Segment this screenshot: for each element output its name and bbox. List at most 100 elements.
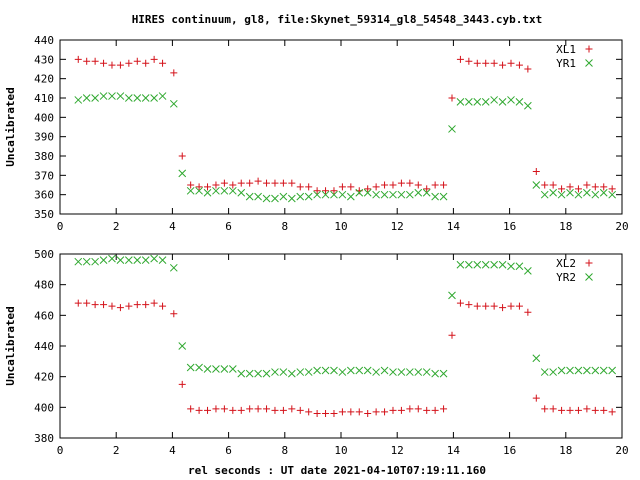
data-point bbox=[515, 61, 523, 69]
data-point bbox=[237, 179, 245, 187]
x-tick-label: 12 bbox=[391, 444, 404, 457]
x-tick-label: 18 bbox=[559, 444, 572, 457]
x-tick-label: 0 bbox=[57, 444, 64, 457]
data-point bbox=[158, 256, 167, 264]
data-point bbox=[549, 405, 557, 413]
data-point bbox=[431, 406, 439, 414]
data-point bbox=[82, 257, 91, 266]
data-point bbox=[271, 406, 279, 414]
y-tick-label: 380 bbox=[34, 150, 54, 163]
x-tick-label: 6 bbox=[225, 220, 232, 233]
data-point bbox=[557, 190, 566, 199]
data-point bbox=[91, 57, 99, 65]
data-point bbox=[591, 190, 600, 199]
legend-marker bbox=[585, 59, 593, 67]
data-point bbox=[549, 368, 558, 376]
data-point bbox=[279, 179, 287, 187]
data-point bbox=[389, 368, 397, 376]
y-tick-label: 460 bbox=[34, 309, 54, 322]
data-point bbox=[169, 263, 178, 272]
data-point bbox=[237, 369, 246, 378]
data-point bbox=[456, 55, 464, 63]
data-point bbox=[532, 394, 540, 402]
data-point bbox=[246, 405, 254, 413]
data-point bbox=[212, 365, 220, 373]
data-point bbox=[591, 366, 600, 375]
data-point bbox=[305, 183, 313, 191]
data-point bbox=[414, 188, 423, 197]
data-point bbox=[490, 96, 498, 104]
data-point bbox=[338, 368, 347, 376]
data-point bbox=[133, 94, 142, 102]
data-point bbox=[574, 185, 582, 193]
y-axis-label: Uncalibrated bbox=[4, 306, 17, 385]
data-point bbox=[558, 406, 566, 414]
data-point bbox=[141, 256, 150, 264]
legend-marker bbox=[585, 259, 593, 267]
data-point bbox=[150, 55, 158, 63]
data-point bbox=[108, 92, 116, 100]
data-point bbox=[220, 405, 228, 413]
data-point bbox=[448, 94, 456, 102]
x-tick-label: 6 bbox=[225, 444, 232, 457]
data-point bbox=[397, 368, 406, 376]
data-point bbox=[220, 179, 228, 187]
data-point bbox=[541, 181, 549, 189]
data-point bbox=[287, 369, 296, 378]
data-point bbox=[169, 99, 178, 108]
plot-frame bbox=[59, 253, 623, 439]
data-point bbox=[599, 188, 608, 197]
data-point bbox=[524, 308, 532, 316]
data-point bbox=[229, 181, 237, 189]
data-point bbox=[178, 169, 187, 178]
data-point bbox=[142, 301, 150, 309]
data-point bbox=[608, 366, 617, 375]
x-tick-label: 20 bbox=[615, 220, 628, 233]
data-point bbox=[439, 192, 448, 201]
data-point bbox=[150, 94, 158, 102]
data-point bbox=[439, 369, 448, 378]
data-point bbox=[245, 369, 254, 378]
x-tick-label: 12 bbox=[391, 220, 404, 233]
data-point bbox=[108, 302, 116, 310]
data-point bbox=[347, 183, 355, 191]
data-point bbox=[91, 257, 99, 266]
data-point bbox=[574, 190, 583, 199]
y-axis: 380 400 420 440 460 480 500 bbox=[34, 248, 622, 445]
data-point bbox=[271, 194, 279, 203]
data-point bbox=[380, 366, 389, 375]
x-tick-label: 10 bbox=[334, 444, 347, 457]
data-point bbox=[229, 406, 237, 414]
data-point bbox=[305, 408, 313, 416]
data-point bbox=[481, 260, 490, 269]
series-XL1 bbox=[74, 55, 616, 195]
data-point bbox=[346, 366, 355, 375]
legend-entry: XL2 bbox=[556, 257, 593, 270]
data-point bbox=[372, 190, 380, 199]
data-point bbox=[321, 366, 330, 375]
data-point bbox=[456, 260, 465, 269]
data-point bbox=[212, 186, 220, 195]
data-point bbox=[195, 183, 203, 191]
data-point bbox=[499, 304, 507, 312]
legend-entry: XL1 bbox=[556, 43, 593, 56]
data-point bbox=[482, 59, 490, 67]
data-point bbox=[481, 98, 490, 106]
data-point bbox=[515, 262, 524, 271]
data-point bbox=[296, 368, 305, 376]
data-point bbox=[296, 192, 305, 201]
data-point bbox=[262, 369, 271, 378]
data-point bbox=[431, 369, 439, 378]
data-point bbox=[346, 192, 355, 201]
legend-label: XL2 bbox=[556, 257, 576, 270]
data-point bbox=[108, 254, 116, 263]
data-point bbox=[440, 405, 448, 413]
data-point bbox=[125, 302, 133, 310]
data-point bbox=[608, 190, 617, 199]
data-point bbox=[566, 183, 574, 191]
data-point bbox=[254, 369, 262, 378]
data-point bbox=[389, 181, 397, 189]
data-point bbox=[279, 406, 287, 414]
data-point bbox=[212, 405, 220, 413]
